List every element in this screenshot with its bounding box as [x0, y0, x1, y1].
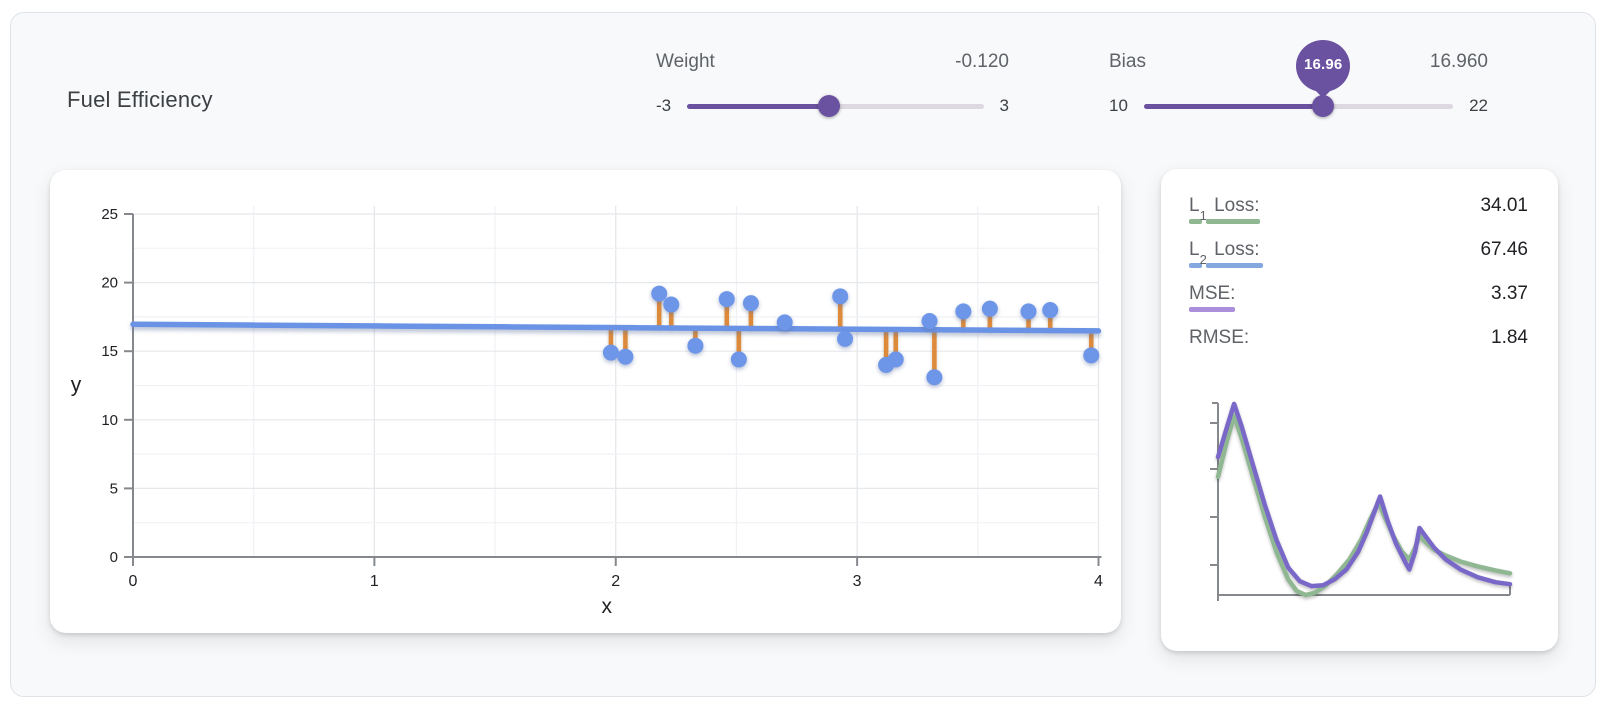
scatter-point: [651, 285, 668, 302]
metric-label-rest: Loss:: [1208, 239, 1260, 260]
metric-value: 67.46: [1480, 239, 1528, 260]
bias-label: Bias: [1109, 51, 1146, 72]
metric-label: L2 Loss:: [1189, 239, 1263, 268]
bias-slider-thumb[interactable]: [1312, 95, 1335, 117]
metric-underline-segment: [1206, 219, 1260, 224]
metric-row: MSE: 3.37: [1189, 283, 1528, 327]
scatter-point: [730, 351, 747, 368]
scatter-point: [776, 314, 793, 331]
loss-curves-group: [1215, 401, 1513, 598]
x-tick-label: 2: [611, 573, 620, 590]
metric-value: 1.84: [1491, 327, 1528, 348]
bias-min-label: 10: [1109, 96, 1128, 115]
scatter-point: [981, 300, 998, 317]
metric-underline: [1189, 263, 1263, 268]
metric-label-rest: Loss:: [1208, 195, 1260, 216]
metric-row: RMSE: 1.84: [1189, 327, 1528, 371]
L1-loss-history-curve: [1215, 413, 1513, 598]
weight-max-label: 3: [999, 96, 1009, 115]
scatter-point: [602, 344, 619, 361]
page-title: Fuel Efficiency: [67, 87, 213, 112]
scatter-point: [718, 291, 735, 308]
y-tick-label: 5: [110, 480, 118, 497]
scatter-point: [1083, 347, 1100, 364]
metric-underline: [1189, 219, 1260, 224]
x-tick-label: 1: [370, 573, 379, 590]
bias-value-tooltip: 16.96: [1296, 39, 1351, 92]
bias-slider-fill: [1143, 103, 1324, 109]
weight-slider-thumb[interactable]: [818, 95, 841, 117]
metric-label: RMSE:: [1189, 327, 1249, 349]
bias-value: 16.960: [1429, 51, 1488, 72]
metric-value: 3.37: [1491, 283, 1528, 304]
scatter-point: [887, 351, 904, 368]
main-chart-svg: 0 5 10 15 20 25 0 1 2 3 4 y x: [71, 206, 1103, 618]
x-tick-label: 0: [129, 573, 138, 590]
weight-slider-group: Weight -0.120 -3 3: [656, 51, 1009, 117]
weight-value: -0.120: [955, 51, 1009, 72]
y-tick-label: 15: [101, 343, 118, 360]
loss-curve-svg: [1210, 401, 1513, 601]
bias-slider-track[interactable]: 16.96: [1143, 39, 1454, 117]
scatter-chart-card: 0 5 10 15 20 25 0 1 2 3 4 y x: [50, 170, 1121, 633]
bias-max-label: 22: [1469, 96, 1488, 115]
y-tick-label: 10: [101, 412, 118, 429]
metric-label-text: L: [1189, 195, 1200, 216]
weight-slider-track[interactable]: [687, 95, 984, 117]
loss-panel-card: L1 Loss: 34.01 L2 Loss: 67.46 MSE: 3.37 RMSE: 1…: [1161, 169, 1558, 651]
model-line: [130, 321, 1102, 334]
metric-label-text: MSE:: [1189, 283, 1236, 304]
metric-label: MSE:: [1189, 283, 1235, 312]
loss-metrics: L1 Loss: 34.01 L2 Loss: 67.46 MSE: 3.37 RMSE: 1…: [1161, 169, 1558, 371]
points-group: [602, 285, 1100, 386]
metric-label-text: L: [1189, 239, 1200, 260]
scatter-point: [921, 313, 938, 330]
metric-value: 34.01: [1480, 195, 1528, 216]
scatter-point: [687, 337, 704, 354]
metric-row: L1 Loss: 34.01: [1189, 195, 1528, 239]
weight-min-label: -3: [656, 96, 672, 115]
y-axis-title: y: [71, 374, 82, 397]
y-tick-label: 20: [101, 275, 118, 292]
app-frame: Fuel Efficiency Weight -0.120 -3 3 Bias …: [10, 12, 1596, 697]
metric-underline-segment: [1206, 263, 1263, 268]
scatter-point: [1042, 302, 1059, 319]
scatter-point: [955, 303, 972, 320]
scatter-point: [617, 348, 634, 365]
MSE-history-curve: [1215, 401, 1513, 589]
bias-slider-group: Bias 16.960 10 16.96 22: [1109, 39, 1488, 117]
metric-row: L2 Loss: 67.46: [1189, 239, 1528, 283]
weight-label: Weight: [656, 51, 715, 72]
x-tick-label: 3: [853, 573, 862, 590]
x-tick-label: 4: [1094, 573, 1103, 590]
metric-underline: [1189, 307, 1235, 312]
metric-label-subscript: 1: [1199, 207, 1207, 223]
metric-label: L1 Loss:: [1189, 195, 1260, 224]
scatter-point: [663, 296, 680, 313]
scatter-point: [926, 369, 943, 386]
model-line-group: [130, 321, 1102, 334]
y-tick-label: 0: [110, 549, 118, 566]
scatter-point: [837, 330, 854, 347]
scatter-point: [1020, 303, 1037, 320]
x-axis-title: x: [602, 595, 613, 618]
weight-slider-fill: [687, 103, 830, 109]
y-tick-label: 25: [101, 206, 118, 223]
scatter-point: [832, 288, 849, 305]
metric-underline-segment: [1189, 307, 1235, 312]
metric-label-text: RMSE:: [1189, 327, 1250, 348]
metric-label-subscript: 2: [1199, 251, 1207, 267]
metric-underline-segment: [1189, 263, 1202, 268]
scatter-point: [742, 295, 759, 312]
metric-underline-segment: [1189, 219, 1202, 224]
